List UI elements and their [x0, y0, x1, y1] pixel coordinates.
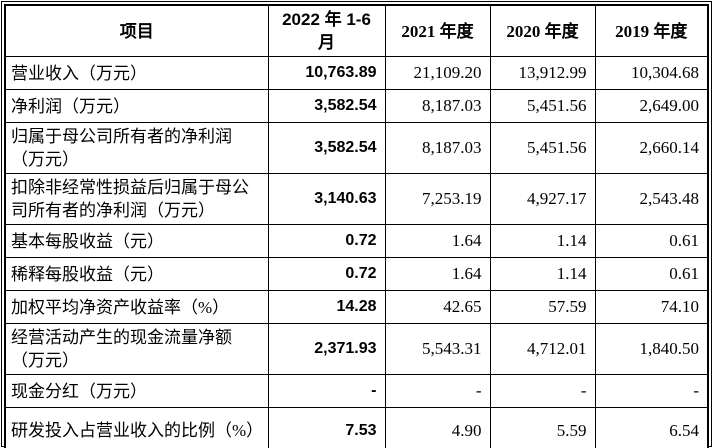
table-row-net-profit-deducted: 扣除非经常性损益后归属于母公司所有者的净利润（万元） 3,140.63 7,25… [4, 173, 709, 225]
value-2019: 2,660.14 [594, 122, 709, 174]
value-2020: 1.14 [489, 224, 596, 258]
row-label: 营业收入（万元） [4, 56, 269, 90]
column-header-item: 项目 [4, 4, 269, 57]
value-2020: 5,451.56 [489, 122, 596, 174]
row-label: 净利润（万元） [4, 89, 269, 123]
table-row-cash-dividend: 现金分红（万元） - - - - [4, 374, 709, 408]
value-2022h1: 0.72 [267, 224, 386, 258]
value-2020: - [489, 374, 596, 408]
header-row: 项目 2022 年 1-6 月 2021 年度 2020 年度 2019 年度 [4, 4, 709, 57]
value-2021: 1.64 [384, 257, 491, 291]
row-label: 加权平均净资产收益率（%） [4, 290, 269, 324]
row-label: 扣除非经常性损益后归属于母公司所有者的净利润（万元） [4, 173, 269, 225]
table-row-rd-ratio: 研发投入占营业收入的比例（%） 7.53 4.90 5.59 6.54 [4, 407, 709, 448]
value-2019: 1,840.50 [594, 323, 709, 375]
value-2021: 7,253.19 [384, 173, 491, 225]
column-header-2021: 2021 年度 [384, 4, 491, 57]
value-2021: - [384, 374, 491, 408]
value-2022h1: - [267, 374, 386, 408]
column-header-2020: 2020 年度 [489, 4, 596, 57]
value-2019: 10,304.68 [594, 56, 709, 90]
value-2020: 4,712.01 [489, 323, 596, 375]
row-label: 稀释每股收益（元） [4, 257, 269, 291]
value-2019: - [594, 374, 709, 408]
value-2019: 74.10 [594, 290, 709, 324]
value-2019: 6.54 [594, 407, 709, 448]
row-label: 经营活动产生的现金流量净额（万元） [4, 323, 269, 375]
value-2020: 1.14 [489, 257, 596, 291]
value-2019: 2,543.48 [594, 173, 709, 225]
table-row-net-profit: 净利润（万元） 3,582.54 8,187.03 5,451.56 2,649… [4, 89, 709, 123]
value-2020: 5,451.56 [489, 89, 596, 123]
table-row-roe: 加权平均净资产收益率（%） 14.28 42.65 57.59 74.10 [4, 290, 709, 324]
value-2022h1: 10,763.89 [267, 56, 386, 90]
table-row-basic-eps: 基本每股收益（元） 0.72 1.64 1.14 0.61 [4, 224, 709, 258]
row-label: 归属于母公司所有者的净利润（万元） [4, 122, 269, 174]
value-2021: 4.90 [384, 407, 491, 448]
value-2022h1: 3,140.63 [267, 173, 386, 225]
value-2021: 21,109.20 [384, 56, 491, 90]
table-row-diluted-eps: 稀释每股收益（元） 0.72 1.64 1.14 0.61 [4, 257, 709, 291]
table-row-net-profit-parent: 归属于母公司所有者的净利润（万元） 3,582.54 8,187.03 5,45… [4, 122, 709, 174]
value-2020: 4,927.17 [489, 173, 596, 225]
row-label: 研发投入占营业收入的比例（%） [4, 407, 269, 448]
value-2022h1: 7.53 [267, 407, 386, 448]
value-2019: 0.61 [594, 257, 709, 291]
value-2021: 8,187.03 [384, 89, 491, 123]
column-header-2019: 2019 年度 [594, 4, 709, 57]
value-2020: 13,912.99 [489, 56, 596, 90]
value-2022h1: 14.28 [267, 290, 386, 324]
value-2019: 2,649.00 [594, 89, 709, 123]
value-2021: 42.65 [384, 290, 491, 324]
row-label: 基本每股收益（元） [4, 224, 269, 258]
financial-summary-table: 项目 2022 年 1-6 月 2021 年度 2020 年度 2019 年度 … [4, 4, 709, 448]
value-2019: 0.61 [594, 224, 709, 258]
value-2020: 57.59 [489, 290, 596, 324]
value-2021: 8,187.03 [384, 122, 491, 174]
value-2022h1: 2,371.93 [267, 323, 386, 375]
value-2022h1: 3,582.54 [267, 89, 386, 123]
table-row-operating-cash-flow: 经营活动产生的现金流量净额（万元） 2,371.93 5,543.31 4,71… [4, 323, 709, 375]
table-row-revenue: 营业收入（万元） 10,763.89 21,109.20 13,912.99 1… [4, 56, 709, 90]
row-label: 现金分红（万元） [4, 374, 269, 408]
value-2022h1: 3,582.54 [267, 122, 386, 174]
value-2021: 1.64 [384, 224, 491, 258]
value-2021: 5,543.31 [384, 323, 491, 375]
value-2020: 5.59 [489, 407, 596, 448]
column-header-2022h1: 2022 年 1-6 月 [267, 4, 386, 57]
value-2022h1: 0.72 [267, 257, 386, 291]
